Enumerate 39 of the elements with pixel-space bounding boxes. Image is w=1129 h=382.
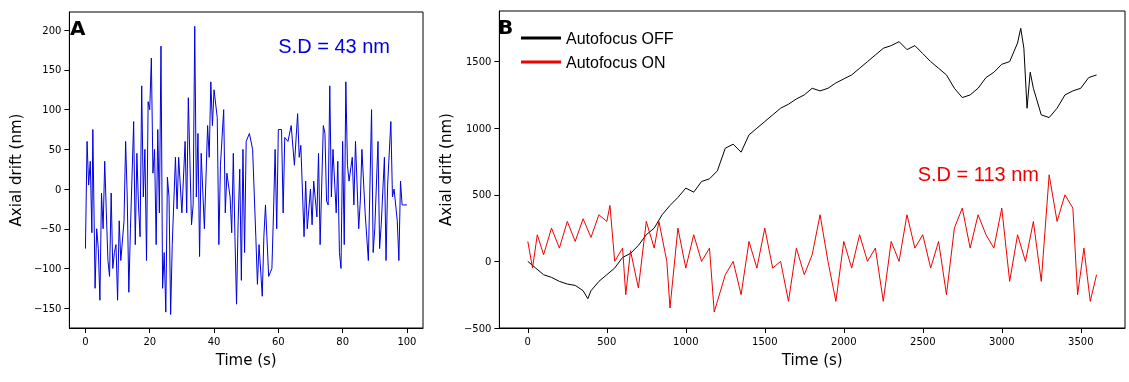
y-tick-label: −50 bbox=[40, 223, 62, 235]
y-tick-label: 50 bbox=[48, 143, 62, 155]
y-axis-title: Axial drift (nm) bbox=[436, 113, 455, 226]
y-tick-label: 0 bbox=[484, 255, 492, 267]
x-tick-label: 80 bbox=[336, 335, 349, 347]
annotation: S.D = 43 nm bbox=[278, 35, 390, 57]
legend-label: Autofocus ON bbox=[566, 53, 666, 71]
y-tick-label: 150 bbox=[42, 64, 62, 76]
y-tick-label: −100 bbox=[33, 262, 62, 274]
x-tick-label: 2000 bbox=[831, 335, 857, 347]
x-tick-label: 40 bbox=[207, 335, 221, 347]
y-tick-label: −500 bbox=[463, 322, 492, 334]
x-axis-title: Time (s) bbox=[780, 350, 843, 369]
x-tick-label: 500 bbox=[597, 335, 617, 347]
x-tick-label: 20 bbox=[143, 335, 157, 347]
x-tick-label: 1500 bbox=[752, 335, 778, 347]
x-axis-title: Time (s) bbox=[214, 350, 277, 369]
y-tick-label: 500 bbox=[472, 189, 492, 201]
x-tick-label: 0 bbox=[524, 335, 531, 347]
y-tick-label: −150 bbox=[33, 302, 62, 314]
x-tick-label: 1000 bbox=[673, 335, 699, 347]
x-tick-label: 2500 bbox=[910, 335, 936, 347]
x-tick-label: 0 bbox=[82, 335, 89, 347]
chart-title: A bbox=[70, 16, 86, 40]
y-tick-label: 1000 bbox=[465, 122, 492, 134]
annotation: S.D = 113 nm bbox=[917, 163, 1039, 185]
x-tick-label: 100 bbox=[397, 335, 417, 347]
y-tick-label: 0 bbox=[54, 183, 62, 195]
y-tick-label: 200 bbox=[42, 24, 62, 36]
x-tick-label: 60 bbox=[271, 335, 285, 347]
y-tick-label: 1500 bbox=[465, 56, 492, 68]
line-series bbox=[527, 27, 1098, 300]
x-tick-label: 3500 bbox=[1068, 335, 1094, 347]
x-tick-label: 3000 bbox=[989, 335, 1015, 347]
line-series bbox=[84, 25, 408, 315]
legend-label: Autofocus OFF bbox=[566, 29, 674, 47]
y-tick-label: 100 bbox=[42, 104, 62, 116]
y-axis-title: Axial drift (nm) bbox=[6, 113, 25, 227]
chart-title: B bbox=[498, 15, 514, 39]
